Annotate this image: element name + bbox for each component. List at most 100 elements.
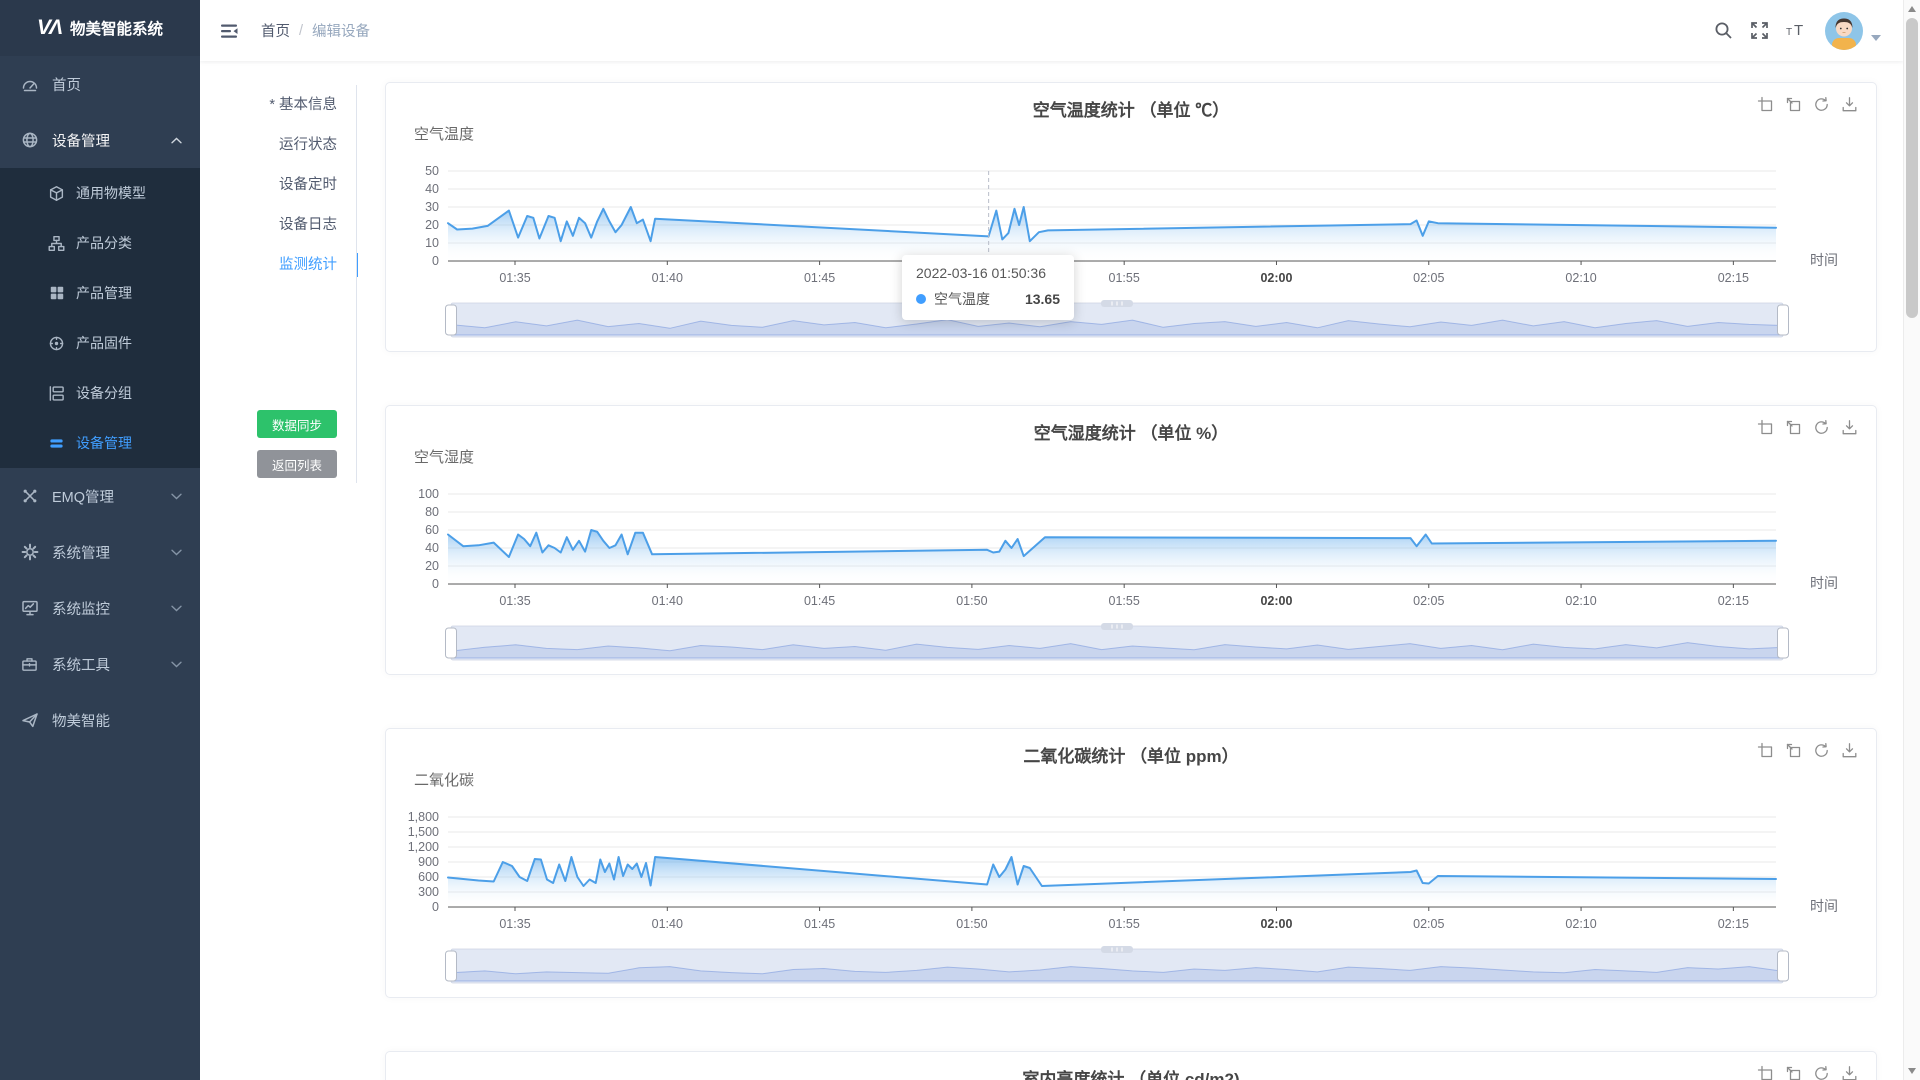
sidebar-item-device-mgmt-sub[interactable]: 设备管理 [0, 418, 200, 468]
sidebar-item-label: 系统管理 [52, 545, 110, 562]
breadcrumb-separator: / [299, 22, 304, 39]
avatar[interactable] [1825, 11, 1863, 50]
chart-legend[interactable]: 空气温度 [414, 126, 475, 143]
firmware-icon [48, 335, 65, 352]
chart-card-0: 空气温度统计 （单位 ℃） 空气温度 0 10 20 30 40 50 01:35 01:40 0… [385, 82, 1877, 352]
tab-run-status[interactable]: 运行状态 [279, 137, 337, 153]
sidebar-item-home[interactable]: 首页 [0, 56, 200, 112]
sidebar-item-system-mgmt[interactable]: 系统管理 [0, 524, 200, 580]
font-size-icon[interactable]: T T [1786, 21, 1808, 40]
sidebar-item-emq-mgmt[interactable]: EMQ管理 [0, 468, 200, 524]
sidebar-item-system-monitor[interactable]: 系统监控 [0, 580, 200, 636]
menu-fold-icon[interactable] [219, 21, 239, 41]
tab-monitor-stats[interactable]: 监测统计 [240, 245, 358, 285]
sidebar-item-product-firmware[interactable]: 产品固件 [0, 318, 200, 368]
send-icon [20, 711, 39, 730]
tooltip-series-label: 空气温度 [934, 291, 990, 307]
chevron-up-icon [171, 137, 182, 144]
breadcrumb-home[interactable]: 首页 [261, 24, 290, 40]
svg-text:T: T [1786, 27, 1792, 38]
svg-text:01:40: 01:40 [652, 594, 683, 608]
scrollbar-thumb[interactable] [1906, 18, 1918, 318]
zoom-select-icon[interactable] [1757, 1065, 1774, 1080]
download-icon[interactable] [1841, 1065, 1858, 1080]
svg-text:60: 60 [425, 523, 439, 537]
sidebar: VΛ 物美智能系统 首页 设备管理 通用物模型 产品分类 产品管理 产品固件 设备分组 设备管… [0, 0, 200, 1080]
tab-device-log[interactable]: 设备日志 [279, 217, 337, 233]
zoom-restore-icon[interactable] [1785, 419, 1802, 436]
svg-text:10: 10 [425, 236, 439, 250]
sidebar-item-label: 产品管理 [76, 285, 132, 301]
search-icon[interactable] [1714, 21, 1733, 40]
chart-legend[interactable]: 二氧化碳 [414, 772, 475, 789]
tooltip-value: 13.65 [1024, 291, 1060, 307]
charts-area: 空气温度统计 （单位 ℃） 空气温度 0 10 20 30 40 50 01:35 01:40 0… [385, 82, 1877, 1080]
sidebar-item-product-mgmt[interactable]: 产品管理 [0, 268, 200, 318]
datazoom-slider[interactable] [445, 623, 1789, 661]
svg-text:100: 100 [418, 487, 439, 501]
download-icon[interactable] [1841, 96, 1858, 113]
sidebar-item-thing-model[interactable]: 通用物模型 [0, 168, 200, 218]
sidebar-item-wumei-smart[interactable]: 物美智能 [0, 692, 200, 748]
tooltip-datetime: 2022-03-16 01:50:36 [916, 265, 1046, 281]
scroll-down-icon[interactable] [1908, 1068, 1916, 1074]
svg-text:01:45: 01:45 [804, 917, 835, 931]
svg-text:01:35: 01:35 [499, 917, 530, 931]
svg-text:02:10: 02:10 [1565, 917, 1596, 931]
page-scrollbar[interactable] [1903, 0, 1920, 1080]
sidebar-menu: 首页 设备管理 通用物模型 产品分类 产品管理 产品固件 设备分组 设备管理 EMQ管理 系统管理… [0, 56, 200, 748]
svg-text:900: 900 [418, 855, 439, 869]
zoom-restore-icon[interactable] [1785, 1065, 1802, 1080]
sidebar-item-label: 首页 [52, 77, 81, 94]
svg-text:时间: 时间 [1810, 898, 1838, 914]
scroll-up-icon[interactable] [1908, 6, 1916, 12]
refresh-icon[interactable] [1813, 96, 1830, 113]
svg-text:02:15: 02:15 [1718, 917, 1749, 931]
svg-text:40: 40 [425, 182, 439, 196]
svg-text:时间: 时间 [1810, 252, 1838, 268]
chevron-down-icon [171, 493, 182, 500]
svg-text:02:10: 02:10 [1565, 271, 1596, 285]
download-icon[interactable] [1841, 742, 1858, 759]
chevron-down-icon [171, 605, 182, 612]
chart-legend[interactable]: 空气湿度 [414, 449, 475, 466]
datazoom-slider[interactable] [445, 300, 1789, 338]
refresh-icon[interactable] [1813, 419, 1830, 436]
datazoom-slider[interactable] [445, 946, 1789, 984]
svg-text:01:50: 01:50 [956, 594, 987, 608]
user-menu[interactable] [1825, 11, 1881, 50]
svg-text:02:05: 02:05 [1413, 594, 1444, 608]
chart-card-3: 室内亮度统计 （单位 cd/m2) [385, 1051, 1877, 1080]
tab-basic-info[interactable]: * 基本信息 [269, 97, 337, 113]
svg-text:01:50: 01:50 [956, 917, 987, 931]
zoom-select-icon[interactable] [1757, 419, 1774, 436]
chart-tooltip: 2022-03-16 01:50:36 空气温度 13.65 [902, 255, 1074, 320]
fullscreen-icon[interactable] [1750, 21, 1769, 40]
svg-text:01:55: 01:55 [1109, 917, 1140, 931]
svg-text:02:05: 02:05 [1413, 271, 1444, 285]
refresh-icon[interactable] [1813, 742, 1830, 759]
chevron-down-icon [171, 549, 182, 556]
tab-device-timer[interactable]: 设备定时 [279, 177, 337, 193]
svg-text:T: T [1794, 22, 1803, 39]
caret-down-icon [1871, 34, 1881, 41]
top-navbar: 首页 / 编辑设备 T T [200, 0, 1903, 61]
sidebar-item-device-mgmt[interactable]: 设备管理 [0, 112, 200, 168]
sidebar-item-device-group[interactable]: 设备分组 [0, 368, 200, 418]
sidebar-item-product-category[interactable]: 产品分类 [0, 218, 200, 268]
zoom-select-icon[interactable] [1757, 96, 1774, 113]
data-sync-button[interactable]: 数据同步 [257, 410, 337, 438]
svg-text:01:35: 01:35 [499, 594, 530, 608]
svg-text:1,800: 1,800 [408, 810, 439, 824]
zoom-restore-icon[interactable] [1785, 742, 1802, 759]
app-title: 物美智能系统 [70, 21, 164, 38]
sidebar-item-system-tools[interactable]: 系统工具 [0, 636, 200, 692]
zoom-select-icon[interactable] [1757, 742, 1774, 759]
datazoom-handle-left [445, 950, 457, 982]
refresh-icon[interactable] [1813, 1065, 1830, 1080]
svg-text:80: 80 [425, 505, 439, 519]
device-tabs: * 基本信息运行状态设备定时设备日志监测统计 [240, 85, 358, 285]
download-icon[interactable] [1841, 419, 1858, 436]
zoom-restore-icon[interactable] [1785, 96, 1802, 113]
back-to-list-button[interactable]: 返回列表 [257, 450, 337, 478]
